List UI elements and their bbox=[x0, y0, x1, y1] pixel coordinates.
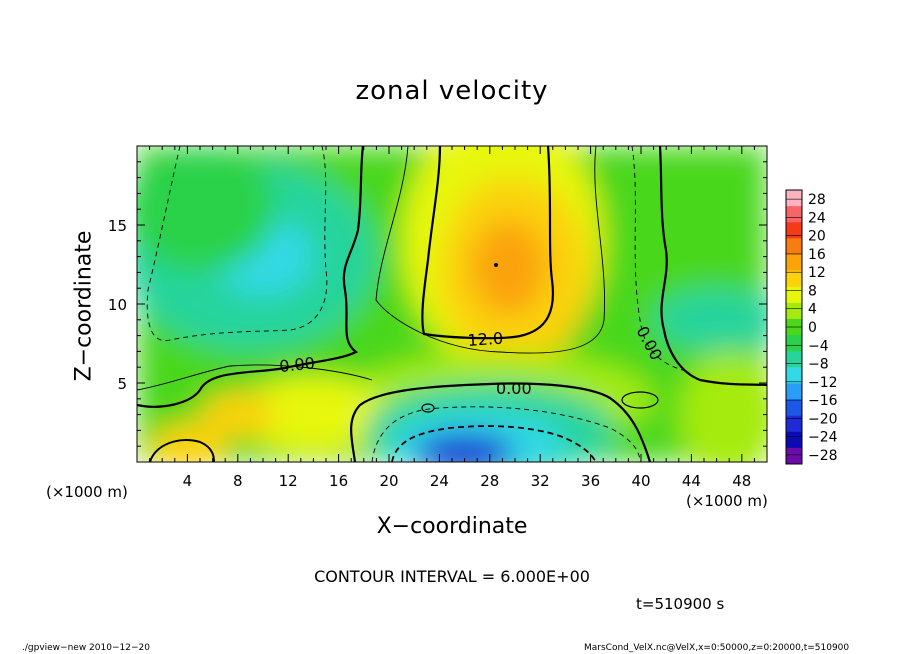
x-tick-label: 8 bbox=[233, 472, 243, 490]
colorbar-tick-label: −16 bbox=[808, 393, 838, 409]
zero-contour-left bbox=[137, 146, 365, 408]
x-unit-label-left: (×1000 m) bbox=[46, 483, 128, 501]
colorbar-tick-label: 16 bbox=[808, 247, 826, 263]
y-axis-label: Z−coordinate bbox=[71, 230, 97, 382]
colorbar-segment bbox=[786, 383, 802, 401]
colorbar-tick-label: −20 bbox=[808, 411, 838, 427]
x-axis-label: X−coordinate bbox=[376, 514, 528, 539]
x-tick-label: 12 bbox=[279, 472, 298, 490]
chart-title: zonal velocity bbox=[355, 76, 549, 106]
x-tick-label: 28 bbox=[480, 472, 499, 490]
colorbar-segment bbox=[786, 447, 802, 465]
colorbar-tick-label: 0 bbox=[808, 320, 817, 336]
neg-contour-bottom bbox=[391, 425, 597, 462]
small-contour-loop-2 bbox=[421, 403, 435, 413]
colorbar-tick-label: 24 bbox=[808, 210, 826, 226]
positive-blob-contour bbox=[149, 439, 215, 462]
x-axis: 4 8 12 16 20 24 28 32 36 40 44 48 bbox=[149, 146, 755, 490]
y-tick-label: 15 bbox=[108, 217, 127, 235]
colorbar-segment bbox=[786, 351, 802, 368]
x-tick-label: 44 bbox=[682, 472, 701, 490]
x-tick-label: 36 bbox=[581, 472, 600, 490]
colorbar-segment bbox=[786, 367, 802, 384]
contour-label: 0.00 bbox=[278, 353, 315, 376]
x-tick-label: 32 bbox=[531, 472, 550, 490]
time-label: t=510900 s bbox=[636, 595, 725, 613]
colorbar-tick-label: −4 bbox=[808, 338, 829, 354]
colorbar-segment bbox=[786, 206, 802, 223]
twelve-contour bbox=[421, 146, 554, 340]
colorbar-tick-label: −28 bbox=[808, 448, 838, 464]
colorbar-segment bbox=[786, 399, 802, 417]
field-blob bbox=[200, 390, 276, 439]
contour-label: 12.0 bbox=[467, 329, 504, 350]
jet-max-marker bbox=[494, 263, 498, 267]
x-tick-label: 20 bbox=[379, 472, 398, 490]
colorbar-segment bbox=[786, 270, 802, 288]
colorbar: 28 24 20 16 12 8 4 0 −4 −8 −12 −16 −20 −24 −28 bbox=[785, 189, 838, 465]
colorbar-segment bbox=[786, 415, 802, 433]
field-blob bbox=[414, 433, 515, 462]
colorbar-tick-label: 20 bbox=[808, 229, 826, 245]
colorbar-segment bbox=[786, 190, 802, 207]
neg-contour-bottom-outer bbox=[371, 406, 641, 462]
colorbar-tick-label: 28 bbox=[808, 192, 826, 208]
field-blob bbox=[137, 146, 276, 273]
colorbar-segment bbox=[786, 222, 802, 239]
zero-contour-right bbox=[658, 146, 767, 387]
x-tick-label: 40 bbox=[631, 472, 650, 490]
colorbar-tick-label: 12 bbox=[808, 265, 826, 281]
field-blob bbox=[149, 422, 226, 462]
six-contour-lower bbox=[137, 364, 373, 391]
colorbar-tick-label: −8 bbox=[808, 357, 829, 373]
small-contour-loop bbox=[621, 391, 659, 409]
colorbar-tick-label: 8 bbox=[808, 283, 817, 299]
contour-label: 0.00 bbox=[496, 379, 532, 398]
six-contour bbox=[375, 146, 605, 354]
colorbar-tick-label: −24 bbox=[808, 430, 838, 446]
y-tick-label: 5 bbox=[117, 375, 127, 393]
colorbar-tick-label: −12 bbox=[808, 375, 838, 391]
colorbar-segment bbox=[786, 431, 802, 449]
footer-right: MarsCond_VelX.nc@VelX,x=0:50000,z=0:2000… bbox=[584, 643, 850, 653]
zero-contour-middle bbox=[350, 382, 652, 462]
x-tick-label: 48 bbox=[732, 472, 751, 490]
y-tick-label: 10 bbox=[108, 296, 127, 314]
colorbar-segment bbox=[786, 286, 802, 304]
contour-lines bbox=[137, 146, 767, 462]
colorbar-tick-label: 4 bbox=[808, 302, 817, 318]
colorbar-segment bbox=[786, 302, 802, 320]
x-unit-label-right: (×1000 m) bbox=[686, 492, 768, 510]
footer-left: ./gpview−new 2010−12−20 bbox=[22, 643, 150, 653]
colorbar-segment bbox=[786, 238, 802, 255]
y-axis: 5 10 15 bbox=[108, 161, 767, 447]
field-blob bbox=[653, 288, 767, 352]
contour-interval-note: CONTOUR INTERVAL = 6.000E+00 bbox=[314, 567, 590, 586]
neg-contour-upper-left bbox=[146, 146, 328, 342]
x-tick-label: 16 bbox=[329, 472, 348, 490]
field-blob bbox=[470, 220, 547, 316]
velocity-field bbox=[137, 146, 767, 462]
x-tick-label: 24 bbox=[430, 472, 449, 490]
colorbar-segment bbox=[786, 254, 802, 272]
x-tick-label: 4 bbox=[183, 472, 193, 490]
colorbar-segment bbox=[786, 335, 802, 352]
